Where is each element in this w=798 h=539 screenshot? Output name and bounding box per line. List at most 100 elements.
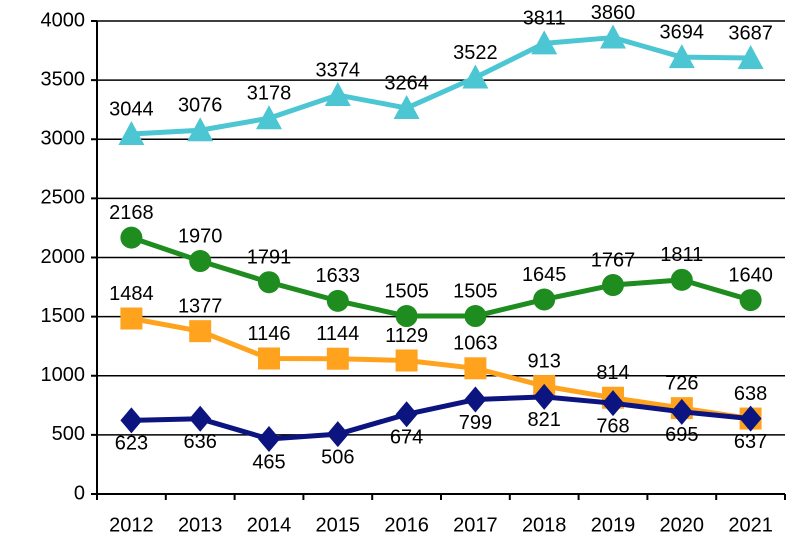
y-tick-label: 0 (74, 482, 85, 504)
marker (120, 307, 143, 330)
x-tick-label: 2019 (591, 514, 636, 536)
data-label: 3076 (178, 95, 223, 117)
marker (533, 383, 556, 410)
marker (395, 305, 418, 328)
series-line (131, 394, 751, 442)
data-label: 674 (390, 427, 423, 449)
marker (324, 82, 351, 107)
marker (533, 288, 556, 311)
data-label: 1640 (728, 264, 773, 286)
data-label: 726 (665, 372, 698, 394)
x-tick-label: 2013 (178, 514, 223, 536)
x-tick-label: 2018 (522, 514, 567, 536)
data-label: 1063 (453, 333, 498, 355)
marker (464, 386, 487, 413)
marker (256, 105, 282, 130)
marker (258, 347, 280, 370)
data-label: 1377 (178, 295, 223, 317)
data-label: 3178 (247, 82, 292, 104)
x-tick-label: 2020 (660, 514, 705, 536)
data-label: 465 (252, 451, 285, 473)
data-label: 3044 (109, 98, 154, 120)
marker (393, 95, 420, 120)
marker (395, 349, 418, 372)
data-label: 695 (665, 424, 698, 446)
marker (326, 347, 349, 370)
data-label: 1505 (384, 280, 429, 302)
marker (326, 421, 349, 448)
marker (670, 398, 693, 425)
marker (189, 320, 212, 343)
data-label: 814 (596, 362, 629, 384)
marker (189, 405, 212, 432)
marker (395, 401, 418, 428)
y-tick-label: 4000 (41, 9, 86, 31)
data-label: 1146 (247, 323, 290, 345)
marker (189, 250, 212, 273)
marker (326, 289, 349, 312)
marker (187, 117, 214, 142)
data-label: 1767 (591, 249, 636, 271)
data-label: 3811 (523, 8, 566, 30)
marker (602, 274, 624, 297)
marker (120, 407, 143, 434)
x-tick-label: 2014 (247, 514, 292, 536)
data-label: 1484 (109, 283, 154, 305)
marker (602, 390, 624, 417)
data-label: 1129 (385, 325, 428, 347)
data-label: 2168 (109, 202, 154, 224)
data-label: 3264 (384, 72, 429, 94)
y-tick-label: 2500 (41, 187, 86, 209)
marker (120, 226, 143, 249)
x-tick-label: 2012 (109, 514, 154, 536)
marker (600, 24, 626, 49)
y-tick-label: 500 (52, 423, 85, 445)
data-label: 3522 (453, 42, 498, 64)
data-label: 638 (734, 383, 767, 405)
data-label: 1144 (316, 323, 359, 345)
marker (118, 121, 145, 146)
marker (739, 405, 762, 432)
y-tick-label: 2000 (41, 246, 86, 268)
data-label: 506 (321, 446, 354, 468)
data-label: 3687 (728, 22, 773, 44)
marker (737, 45, 764, 70)
data-label: 636 (184, 431, 217, 453)
marker (531, 30, 558, 55)
data-label: 1970 (178, 225, 223, 247)
data-label: 1791 (247, 246, 292, 268)
x-tick-label: 2017 (453, 514, 498, 536)
data-label: 821 (528, 409, 561, 431)
data-label: 1645 (522, 264, 567, 286)
x-tick-label: 2015 (316, 514, 361, 536)
marker (739, 289, 762, 312)
marker (670, 268, 693, 291)
series-line (130, 316, 751, 422)
data-label: 1505 (453, 280, 498, 302)
y-tick-label: 3500 (41, 68, 86, 90)
data-label: 637 (734, 431, 767, 453)
data-label: 3374 (316, 59, 361, 81)
series-line (130, 235, 752, 319)
series-line (131, 35, 751, 137)
marker (668, 44, 695, 69)
data-label: 913 (528, 350, 561, 372)
x-tick-label: 2021 (728, 514, 773, 536)
data-label: 1633 (316, 265, 361, 287)
y-tick-label: 1000 (41, 364, 86, 386)
data-label: 623 (115, 433, 148, 455)
data-label: 3860 (591, 2, 636, 24)
y-tick-label: 1500 (41, 305, 86, 327)
marker (462, 64, 489, 89)
data-label: 799 (459, 412, 492, 434)
data-label: 1811 (660, 244, 703, 266)
data-label: 3694 (660, 21, 705, 43)
x-tick-label: 2016 (384, 514, 429, 536)
marker (258, 271, 280, 294)
marker (464, 305, 487, 328)
data-label: 768 (596, 415, 629, 437)
marker (258, 426, 280, 453)
y-tick-label: 3000 (41, 128, 86, 150)
